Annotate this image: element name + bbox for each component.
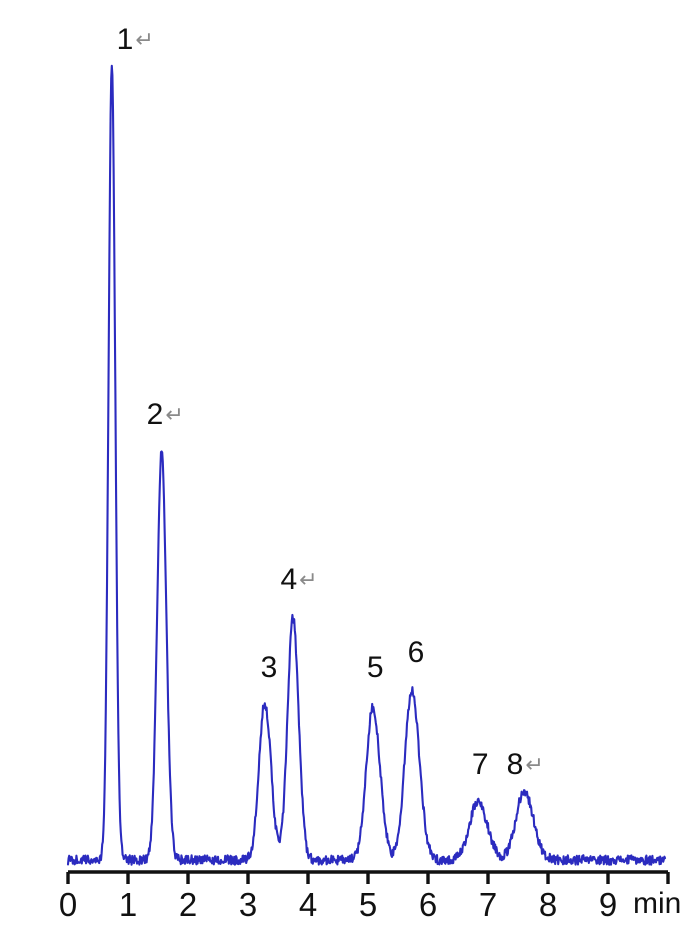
x-axis-tick-label-2: 2 <box>178 886 198 923</box>
peak-label-return-mark-4: ↵ <box>299 567 318 592</box>
peak-label-number-1: 1 <box>116 23 134 56</box>
peak-label-3: 3 <box>261 653 278 683</box>
peak-label-1: 1↵ <box>117 25 154 55</box>
x-axis-tick-label-5: 5 <box>358 886 378 923</box>
peak-label-number-6: 6 <box>407 636 425 669</box>
peak-label-return-mark-1: ↵ <box>135 27 154 52</box>
peak-label-number-2: 2 <box>146 398 164 431</box>
x-axis-tick-label-6: 6 <box>418 886 438 923</box>
x-axis-group <box>66 870 670 884</box>
x-axis-tick-label-7: 7 <box>478 886 498 923</box>
peak-label-8: 8↵ <box>507 750 544 780</box>
x-axis-tick-label-4: 4 <box>298 886 318 923</box>
peak-label-number-8: 8 <box>506 748 524 781</box>
x-axis-tick-label-0: 0 <box>58 886 78 923</box>
signal-trace-group <box>66 64 667 866</box>
x-axis-unit-label: min <box>633 887 682 920</box>
peak-label-number-4: 4 <box>280 563 298 596</box>
peak-label-2: 2↵ <box>147 400 184 430</box>
x-axis-line <box>66 870 670 884</box>
signal-trace <box>66 64 667 866</box>
peak-label-number-7: 7 <box>471 748 489 781</box>
peak-label-number-3: 3 <box>260 651 278 684</box>
peak-label-7: 7 <box>472 750 489 780</box>
peak-label-return-mark-2: ↵ <box>165 402 184 427</box>
peak-label-return-mark-8: ↵ <box>525 752 544 777</box>
x-axis-tick-label-3: 3 <box>238 886 258 923</box>
x-axis-tick-label-1: 1 <box>118 886 138 923</box>
x-axis-tick-label-8: 8 <box>538 886 558 923</box>
x-axis-tick-label-9: 9 <box>598 886 618 923</box>
peak-label-number-5: 5 <box>366 651 384 684</box>
peak-label-6: 6 <box>408 638 425 668</box>
peak-label-4: 4↵ <box>280 565 317 595</box>
peak-label-5: 5 <box>367 653 384 683</box>
